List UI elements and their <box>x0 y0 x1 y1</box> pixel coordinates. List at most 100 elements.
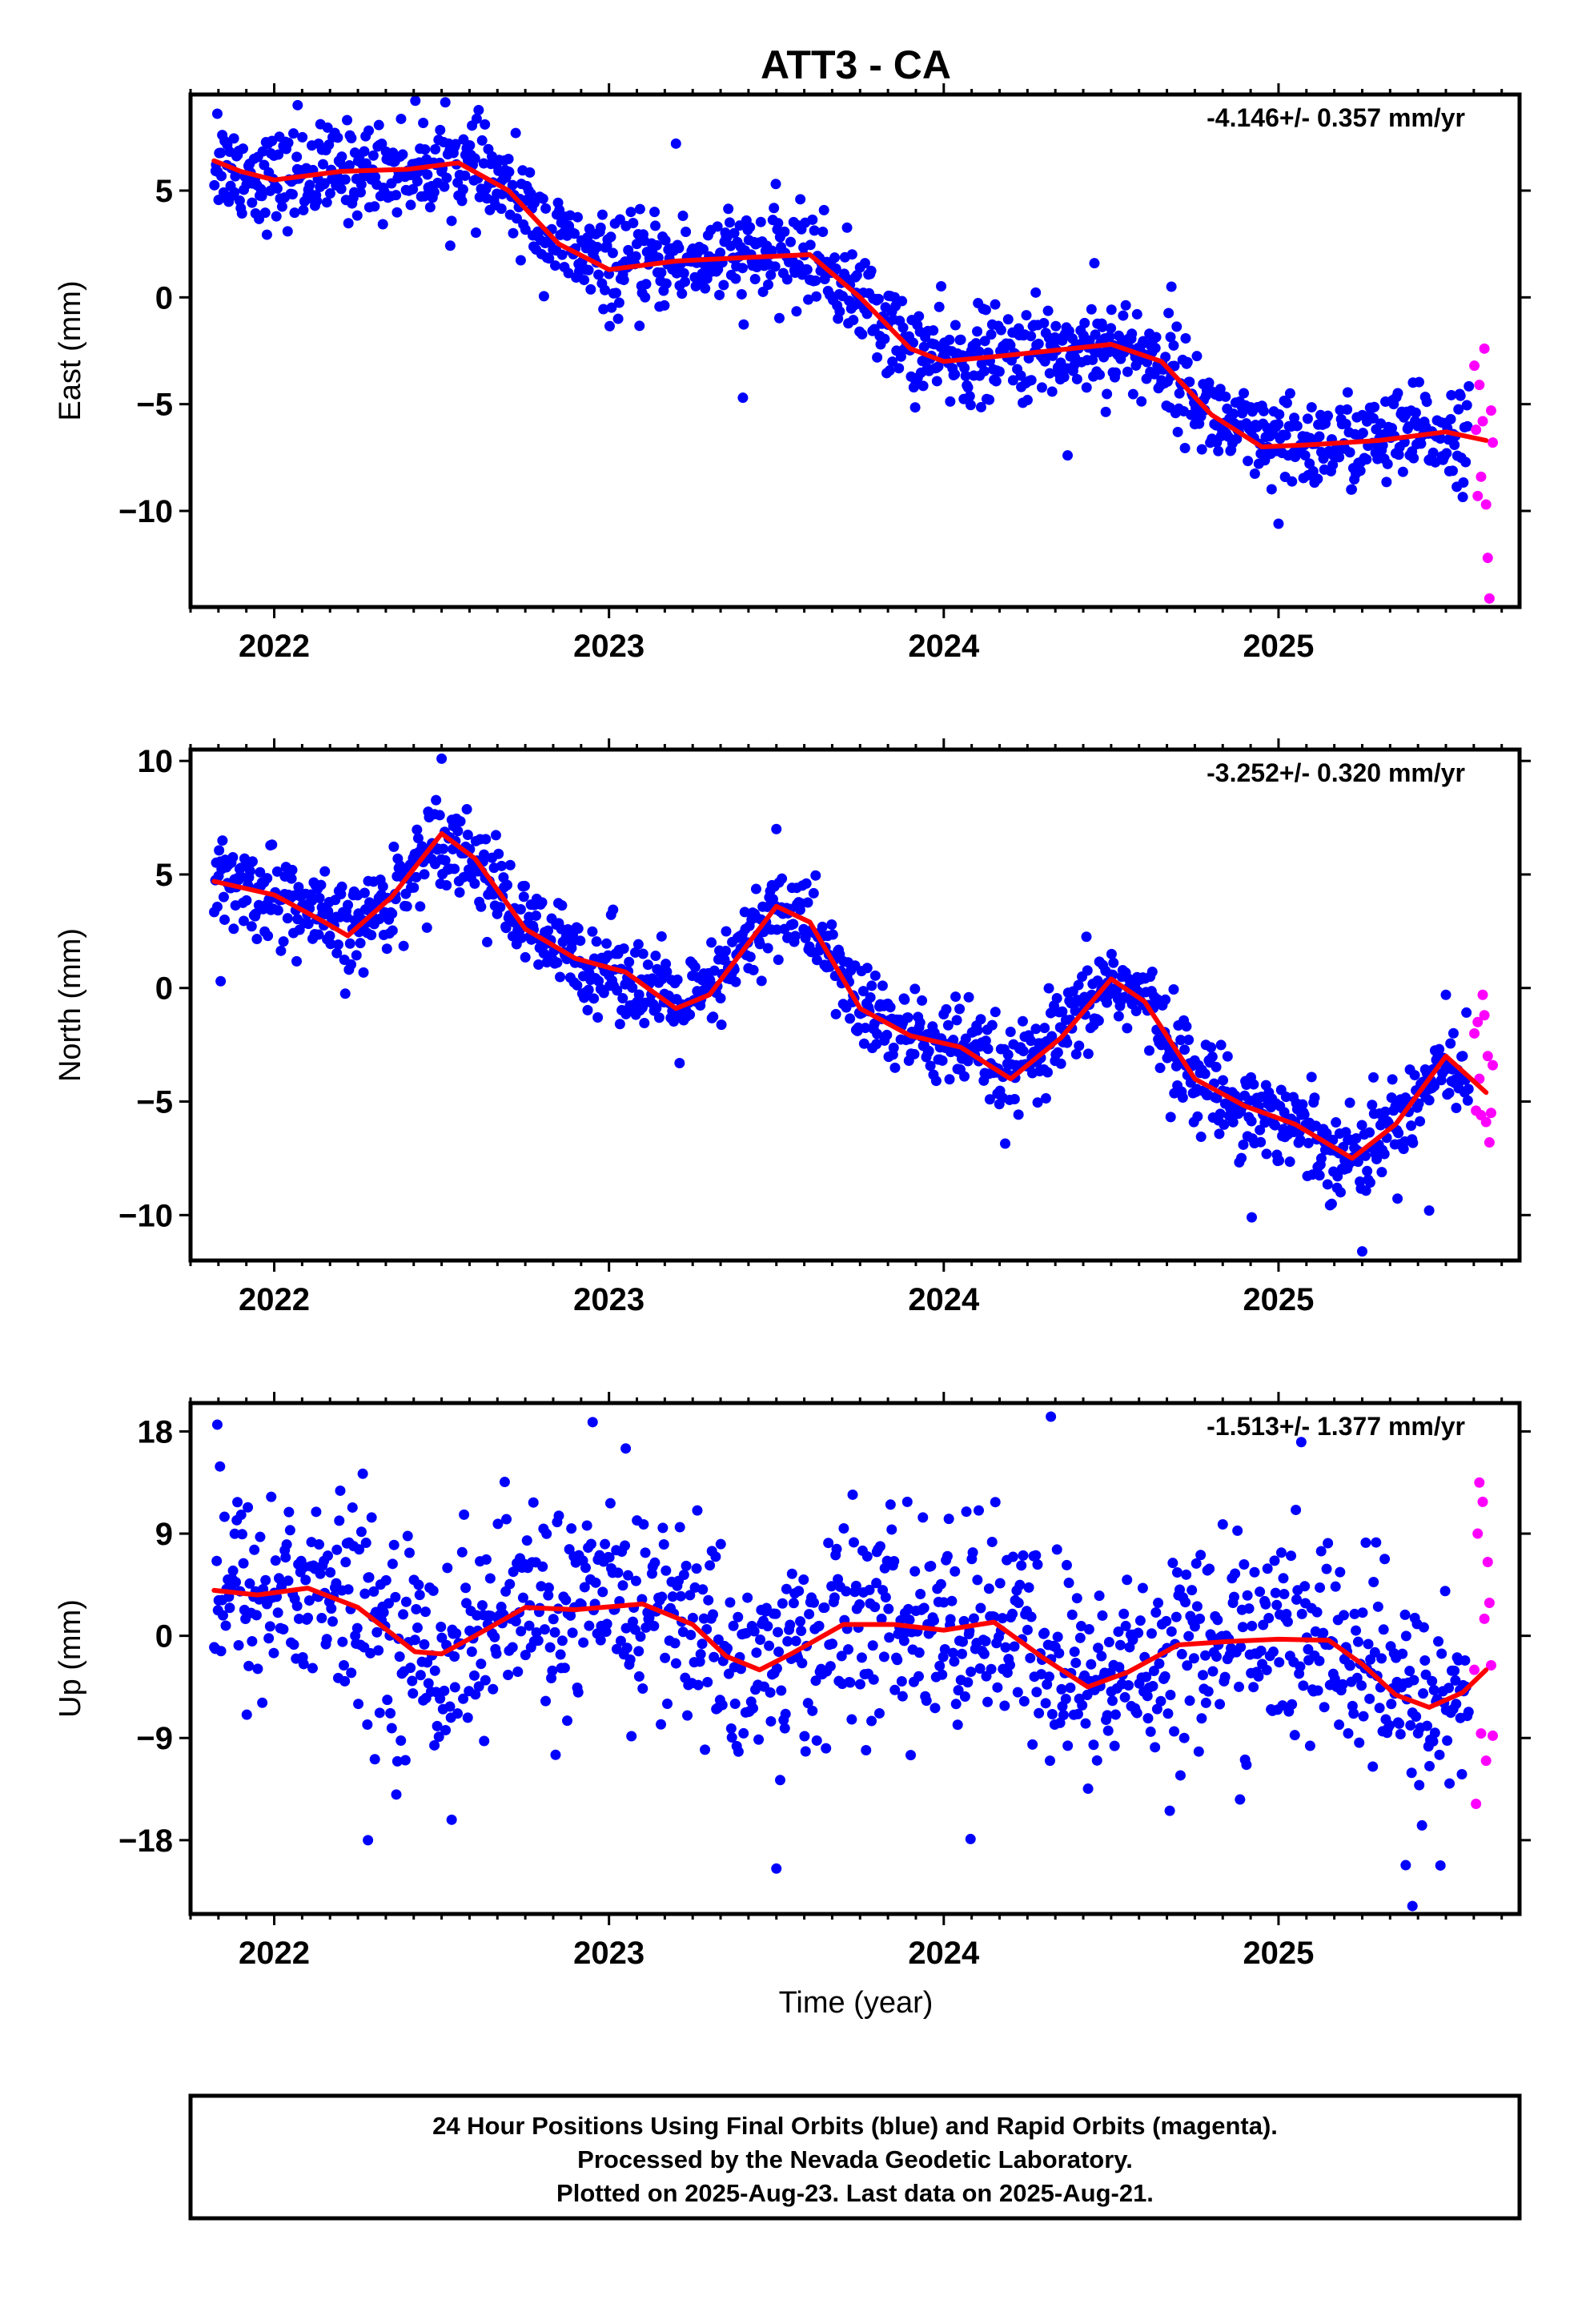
data-point-final <box>1354 1737 1365 1748</box>
data-point-final <box>462 830 473 841</box>
data-point-final <box>1211 1061 1222 1072</box>
data-point-final <box>1261 1148 1272 1160</box>
data-point-final <box>489 1631 500 1642</box>
data-point-final <box>661 966 673 977</box>
data-point-final <box>1131 308 1142 320</box>
data-point-final <box>944 334 955 345</box>
data-point-final <box>771 1663 782 1674</box>
data-point-final <box>1357 428 1368 439</box>
data-point-final <box>510 127 521 139</box>
data-point-final <box>227 1565 239 1576</box>
data-point-final <box>905 1750 917 1761</box>
data-point-final <box>1304 1740 1315 1751</box>
data-point-final <box>1374 1703 1385 1714</box>
data-point-final <box>439 1685 450 1696</box>
data-point-final <box>1203 377 1215 388</box>
data-point-final <box>1071 1593 1082 1604</box>
data-point-final <box>1142 1691 1153 1702</box>
data-point-final <box>755 216 766 227</box>
data-point-final <box>560 1594 572 1606</box>
data-point-final <box>224 1602 235 1614</box>
data-point-final <box>1150 343 1161 354</box>
data-point-final <box>1090 329 1101 340</box>
data-point-final <box>555 971 566 983</box>
data-point-final <box>650 220 661 231</box>
data-point-final <box>942 1550 953 1562</box>
data-point-final <box>543 1582 554 1594</box>
data-point-final <box>633 1671 644 1682</box>
data-point-final <box>537 1561 548 1572</box>
data-point-final <box>946 1595 958 1606</box>
data-point-final <box>1080 1718 1091 1729</box>
data-point-final <box>563 267 574 279</box>
data-point-final <box>893 363 905 374</box>
data-point-final <box>1054 1647 1065 1659</box>
data-point-final <box>1215 1699 1226 1710</box>
data-point-final <box>1280 1092 1291 1103</box>
data-point-final <box>1449 1665 1460 1676</box>
data-point-final <box>823 1538 834 1549</box>
data-point-final <box>1164 1805 1175 1816</box>
data-point-final <box>559 1663 570 1674</box>
data-point-final <box>1069 1647 1080 1658</box>
data-point-final <box>1230 1568 1241 1579</box>
data-point-final <box>359 146 370 157</box>
data-point-final <box>776 1685 787 1696</box>
data-point-final <box>749 1626 760 1637</box>
data-point-final <box>854 1679 865 1690</box>
data-point-final <box>818 204 829 215</box>
data-point-final <box>383 1598 394 1609</box>
data-point-final <box>1044 368 1055 379</box>
data-point-final <box>580 1562 591 1574</box>
data-point-final <box>952 1719 963 1731</box>
data-point-final <box>1376 1653 1387 1664</box>
data-point-final <box>282 226 293 237</box>
data-point-final <box>753 1734 765 1745</box>
data-point-final <box>1267 1647 1279 1658</box>
data-point-final <box>412 824 423 835</box>
data-point-final <box>1056 1683 1067 1695</box>
data-point-final <box>1009 1094 1020 1105</box>
data-point-final <box>761 901 773 912</box>
plot-frame <box>188 1401 1522 1916</box>
data-point-final <box>280 1552 291 1563</box>
data-point-final <box>918 1602 930 1614</box>
data-point-final <box>1339 1610 1350 1621</box>
data-point-final <box>930 1076 942 1087</box>
data-point-final <box>325 1566 336 1578</box>
data-point-final <box>1270 1120 1281 1131</box>
data-point-final <box>1150 332 1162 343</box>
data-point-final <box>804 1609 815 1620</box>
data-point-final <box>785 236 796 247</box>
data-point-final <box>950 1566 961 1577</box>
data-point-final <box>830 1008 841 1019</box>
data-point-final <box>1013 1109 1024 1120</box>
data-point-final <box>1453 404 1464 415</box>
data-point-final <box>1102 1710 1113 1721</box>
data-point-final <box>963 991 974 1003</box>
data-point-final <box>801 878 812 889</box>
data-point-final <box>353 1699 364 1710</box>
data-point-final <box>1299 1581 1311 1592</box>
data-point-final <box>950 368 961 380</box>
data-point-final <box>405 199 416 211</box>
data-point-final <box>1243 1603 1255 1614</box>
data-point-final <box>503 1670 514 1681</box>
data-point-final <box>742 1592 753 1603</box>
data-point-final <box>1351 1133 1362 1144</box>
data-point-final <box>215 1461 226 1472</box>
data-point-final <box>651 239 662 251</box>
data-point-final <box>943 1514 954 1525</box>
data-point-final <box>640 279 652 290</box>
x-tick-label: 2024 <box>908 629 980 664</box>
data-point-final <box>355 1526 367 1538</box>
data-point-final <box>553 1510 564 1522</box>
data-points <box>209 95 1499 604</box>
data-point-final <box>1086 304 1097 315</box>
data-point-final <box>1036 1669 1047 1680</box>
data-point-final <box>811 1735 822 1746</box>
data-point-final <box>415 1670 426 1681</box>
data-point-final <box>256 191 267 202</box>
data-point-final <box>1086 1659 1097 1670</box>
data-point-final <box>860 1023 871 1034</box>
